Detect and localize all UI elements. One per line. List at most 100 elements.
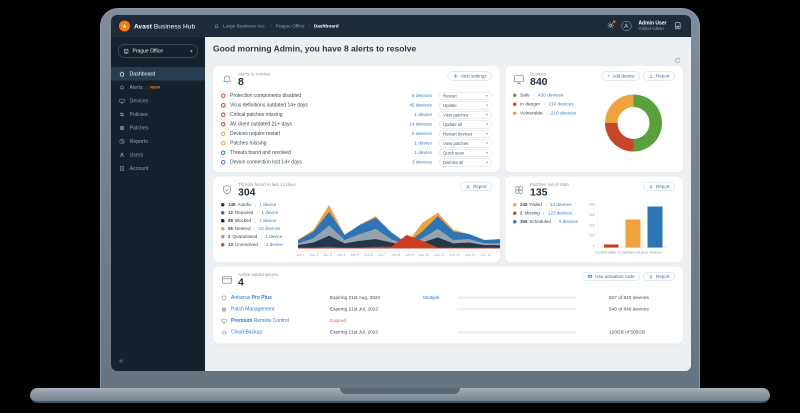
legend-devices-link[interactable]: 123 devices — [547, 210, 572, 216]
sidebar-item-dashboard[interactable]: Dashboard — [111, 67, 205, 81]
alert-action-select[interactable]: View patches ▾ — [439, 110, 492, 119]
alert-devices-link[interactable]: 1 device — [414, 112, 432, 118]
legend-devices-link[interactable]: 14 devices — [549, 202, 572, 208]
user-menu[interactable]: Admin User Global Admin — [638, 21, 666, 32]
severity-icon — [221, 103, 226, 108]
alert-action-select[interactable]: Update ▾ — [439, 101, 492, 110]
legend-name: Scheduled — [529, 219, 551, 225]
alert-row: Critical patches missing 1 device View p… — [221, 110, 492, 120]
mobile-devices-icon[interactable] — [674, 22, 683, 31]
sidebar-item-label: Users — [129, 151, 144, 158]
patches-report-label: Report — [655, 184, 670, 190]
sidebar-item-account[interactable]: Account — [111, 162, 205, 176]
sidebar-item-patches[interactable]: Patches — [111, 121, 205, 135]
legend-devices-link[interactable]: 1 device — [265, 242, 283, 248]
bell-icon — [221, 74, 233, 86]
alert-settings-label: Alert settings — [460, 73, 487, 79]
name-part-bold: Premium — [231, 318, 253, 324]
laptop-screen: Avast Business Hub Large Business Acc. /… — [111, 15, 691, 371]
sidebar-item-alerts[interactable]: Alerts | NEW — [111, 81, 205, 95]
sidebar-item-label: Reports — [129, 138, 148, 145]
legend-name: Failed — [529, 202, 542, 208]
alert-row: Devices require restart 6 devices Restar… — [221, 129, 492, 139]
severity-icon — [221, 131, 226, 137]
alert-action-select[interactable]: Restart devices ▾ — [439, 129, 492, 138]
alert-devices-link[interactable]: 1 device — [414, 150, 432, 156]
devices-donut-chart — [605, 94, 662, 152]
sidebar-item-users[interactable]: Users — [111, 148, 205, 162]
alert-devices-link[interactable]: 14 devices — [409, 121, 432, 128]
legend-value-link[interactable]: 210 devices — [548, 101, 574, 108]
legend-name: Missing — [524, 210, 540, 216]
breadcrumb-item-site[interactable]: Prague Office — [275, 23, 305, 29]
subscription-name-link[interactable]: Antivirus Pro Plus — [231, 295, 330, 301]
alert-devices-link[interactable]: 6 devices — [411, 93, 432, 99]
legend-item: In danger | 210 devices — [513, 101, 576, 108]
alert-action-label: View patches — [443, 140, 469, 146]
subscription-multiple-link[interactable]: Multiple — [423, 295, 440, 301]
subscriptions-report-button[interactable]: Report — [642, 272, 675, 282]
devices-report-button[interactable]: Report — [642, 71, 675, 81]
legend-divider: | — [533, 92, 535, 99]
use-activation-code-button[interactable]: Use activation code — [582, 272, 640, 282]
breadcrumb-item-account[interactable]: Large Business Acc. — [223, 23, 267, 29]
alert-text: AV client outdated 21+ days — [230, 121, 293, 128]
legend-value-link[interactable]: 420 devices — [538, 92, 564, 99]
threats-report-button[interactable]: Report — [459, 182, 492, 192]
alert-devices-link[interactable]: 3 devices — [411, 159, 432, 166]
devices-report-label: Report — [655, 73, 670, 79]
subscription-name-link[interactable]: Cloud Backup — [231, 330, 330, 336]
subscription-expiry: Expiring 21st Jul, 2022 — [330, 306, 379, 313]
avast-logo-icon[interactable] — [119, 20, 130, 32]
sidebar-collapse-button[interactable]: « — [119, 356, 124, 366]
alert-devices-link[interactable]: 1 device — [414, 140, 432, 147]
alert-action-select[interactable]: Update all ▾ — [439, 120, 492, 129]
avatar[interactable] — [621, 20, 632, 31]
alert-action-select[interactable]: Quick scan ▾ — [439, 148, 492, 157]
alert-devices-link[interactable]: 45 devices — [409, 102, 432, 109]
subscription-name-link[interactable]: Patch Management — [231, 307, 330, 313]
devices-card-label: Devices — [530, 71, 547, 77]
legend-name: Quarantined — [232, 234, 258, 240]
breadcrumb-item-current: Dashboard — [313, 23, 339, 29]
subscription-name-link[interactable]: Premium Remote Control — [231, 318, 330, 324]
legend-devices-link[interactable]: 1 device — [265, 234, 283, 240]
legend-item: 356 Scheduled | 6 devices — [513, 219, 582, 224]
legend-dot — [221, 226, 225, 231]
bar-plot — [597, 202, 669, 249]
legend-dot — [221, 202, 225, 207]
sidebar-item-reports[interactable]: Reports — [111, 135, 205, 149]
alert-settings-button[interactable]: Alert settings — [447, 71, 492, 81]
sidebar-item-policies[interactable]: Policies — [111, 108, 205, 122]
alert-action-select[interactable]: Dismiss all ▾ — [439, 158, 492, 167]
alert-action-select[interactable]: View patches ▾ — [439, 139, 492, 148]
legend-divider: | — [554, 219, 556, 225]
x-axis-labels: Jun 1 Jun 2 Jun 3 Jun 4 Jun 5 Jun 6 Jun 7 Jun 8… — [295, 252, 492, 258]
area-series — [298, 235, 500, 249]
patches-report-button[interactable]: Report — [642, 182, 675, 192]
home-icon[interactable] — [214, 23, 219, 29]
legend-divider: | — [546, 110, 548, 117]
legend-name: Deleted — [235, 226, 251, 232]
legend-devices-link[interactable]: 1 device — [259, 202, 277, 208]
legend-devices-link[interactable]: 14 devices — [258, 226, 281, 232]
settings-gear-icon[interactable] — [607, 19, 616, 30]
sidebar-item-label: Alerts — [129, 84, 143, 91]
subscription-row: Patch Management Expiring 21st Jul, 2022… — [221, 304, 675, 316]
legend-value-link[interactable]: 210 devices — [550, 110, 577, 117]
legend-devices-link[interactable]: 1 device — [259, 218, 276, 224]
user-name: Admin User — [638, 20, 667, 27]
threats-area-chart — [298, 205, 500, 249]
legend-devices-link[interactable]: 6 devices — [558, 219, 578, 225]
refresh-icon[interactable] — [674, 57, 681, 64]
sidebar-item-label: Patches — [129, 124, 149, 131]
legend-count: 12 — [228, 210, 234, 216]
app-title: Avast Business Hub — [134, 22, 195, 30]
add-device-button[interactable]: + Add device — [601, 71, 640, 81]
alert-devices-link[interactable]: 6 devices — [411, 131, 432, 137]
sidebar-item-devices[interactable]: Devices — [111, 94, 205, 108]
alert-action-select[interactable]: Restart ▾ — [439, 91, 492, 100]
name-part: Antivirus — [231, 295, 252, 301]
legend-devices-link[interactable]: 1 device — [261, 210, 279, 216]
site-selector[interactable]: Prague Office ▾ — [118, 44, 198, 58]
